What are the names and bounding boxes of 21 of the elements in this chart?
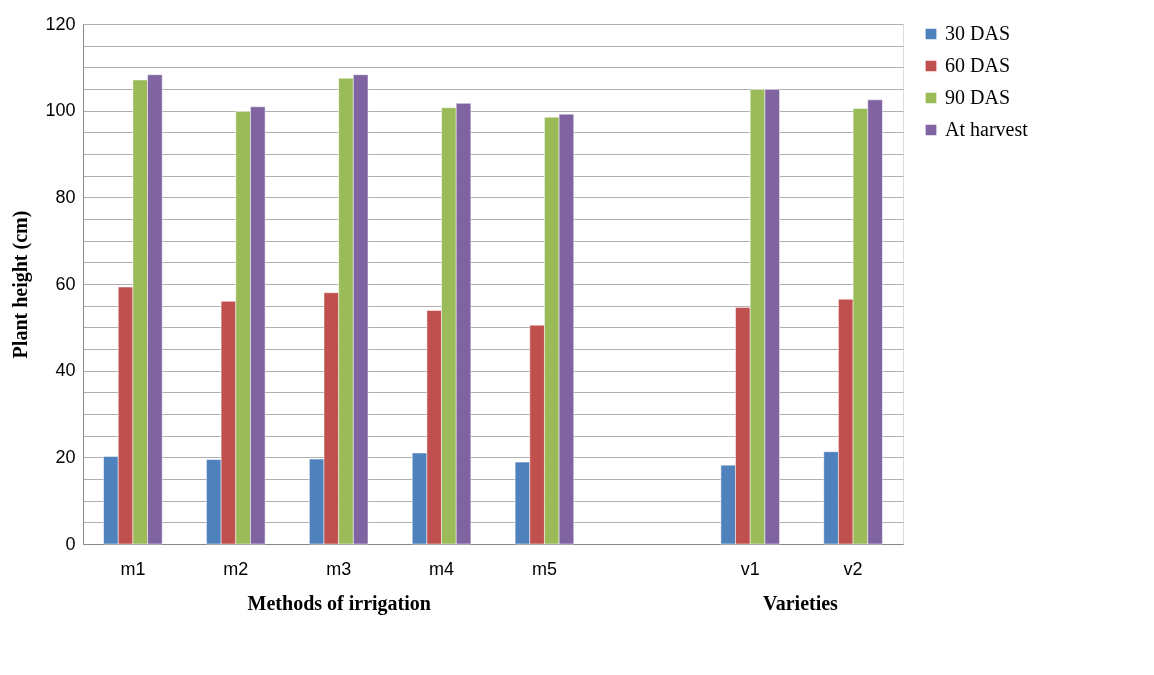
x-tick-label: m5 [531, 558, 557, 579]
text: Methods of irrigation [247, 592, 431, 615]
y-tick-label: 60 [55, 273, 76, 294]
x-tick-label: m1 [120, 558, 146, 579]
y-tick-label: 0 [65, 533, 76, 554]
x-tick-label: m3 [326, 558, 352, 579]
y-tick-label: 100 [45, 100, 76, 121]
x-tick-label: v2 [843, 558, 863, 579]
text: Varieties [763, 592, 839, 614]
y-tick-label: 120 [45, 13, 76, 34]
y-tick-label: 40 [55, 360, 76, 381]
legend-label: At harvest [945, 118, 1029, 140]
y-tick-label: 80 [55, 186, 76, 207]
x-tick-label: m2 [223, 558, 249, 579]
legend-label: 60 DAS [945, 54, 1011, 76]
legend-label: 30 DAS [945, 22, 1011, 44]
x-tick-label: v1 [740, 558, 760, 579]
y-tick-label: 20 [55, 446, 76, 467]
legend-label: 90 DAS [945, 86, 1011, 108]
x-tick-label: m4 [429, 558, 455, 579]
y-axis-title: Plant height (cm) [9, 210, 33, 359]
